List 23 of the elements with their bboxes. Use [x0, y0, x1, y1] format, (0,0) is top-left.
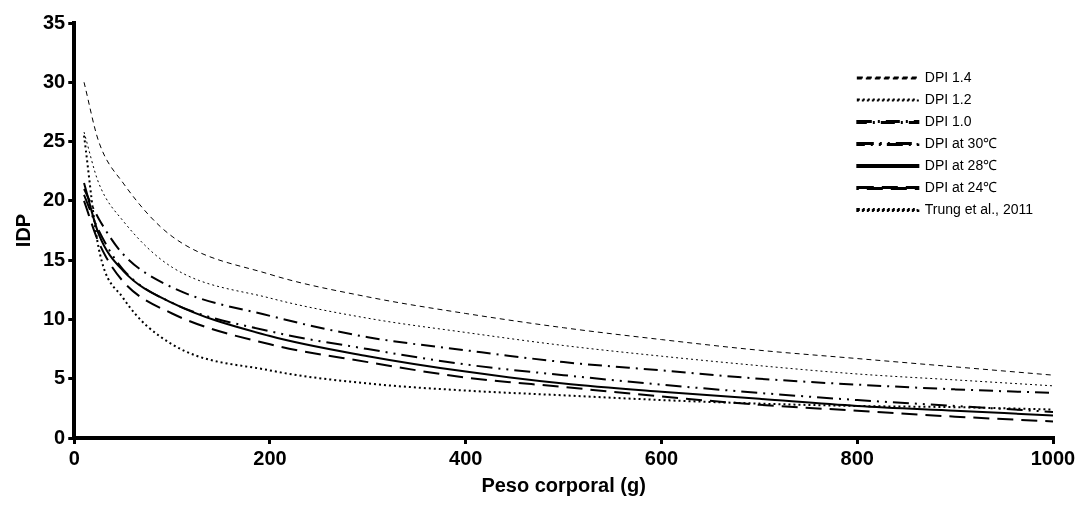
x-tick-label: 800 [840, 446, 874, 469]
y-tick-label: 20 [43, 188, 66, 211]
y-tick-label: 0 [54, 425, 66, 448]
y-axis-title: IDP [11, 213, 34, 248]
legend-label: DPI at 30℃ [924, 134, 998, 151]
x-tick-label: 600 [644, 446, 679, 469]
y-tick-label: 30 [43, 69, 66, 92]
x-tick-label: 200 [253, 446, 287, 469]
x-tick-label: 0 [68, 446, 80, 469]
y-tick-label: 25 [43, 129, 66, 152]
legend-label: DPI 1.0 [924, 112, 972, 129]
y-tick-label: 15 [43, 247, 66, 270]
legend-label: DPI 1.4 [924, 68, 972, 85]
legend-label: DPI 1.2 [924, 90, 972, 107]
x-tick-label: 400 [449, 446, 483, 469]
legend-label: DPI at 24℃ [924, 178, 998, 195]
y-tick-label: 10 [43, 306, 66, 329]
legend-label: Trung et al., 2011 [924, 200, 1034, 217]
y-tick-label: 5 [54, 366, 66, 389]
y-tick-label: 35 [43, 10, 66, 33]
x-axis-title: Peso corporal (g) [481, 473, 646, 496]
legend-label: DPI at 28℃ [924, 156, 998, 173]
x-tick-label: 1000 [1030, 446, 1076, 469]
